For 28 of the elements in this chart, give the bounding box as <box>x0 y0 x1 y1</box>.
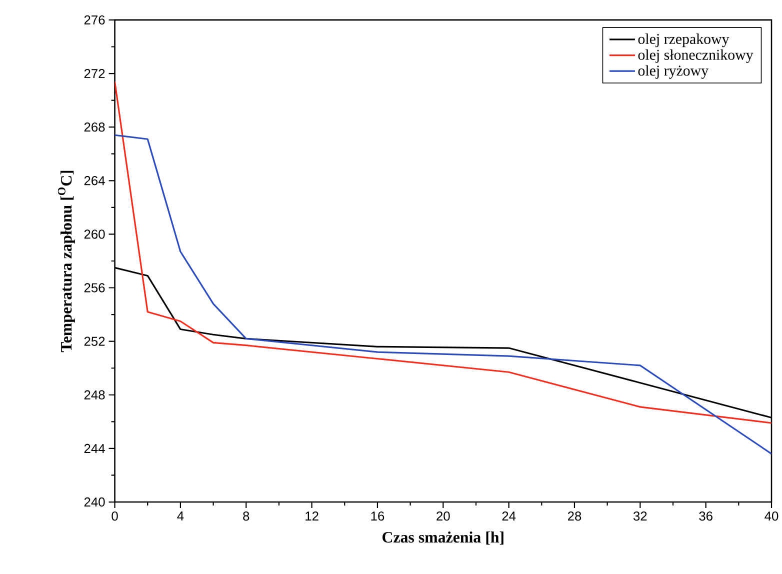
x-tick-label: 4 <box>177 512 184 520</box>
y-tick-label: 256 <box>84 283 105 292</box>
x-axis-title: Czas smażenia [h] <box>382 532 504 545</box>
y-tick-label: 252 <box>84 336 105 346</box>
x-tick-label: 8 <box>243 512 250 521</box>
y-tick-label: 260 <box>84 230 105 239</box>
y-tick-label: 244 <box>84 444 105 454</box>
line-series <box>114 134 772 455</box>
legend-label: olej ryżowy <box>638 65 708 79</box>
y-axis-title: Temperatura zapłonu [$^{O}$C] <box>58 170 75 352</box>
y-tick-label: 240 <box>84 497 105 507</box>
y-tick-label: 272 <box>84 69 105 78</box>
x-tick-label: 32 <box>633 512 647 521</box>
x-tick-label: 40 <box>764 512 778 521</box>
legend-label: olej słonecznikowy <box>638 49 754 63</box>
y-tick-label: 264 <box>84 176 105 186</box>
x-tick-label: 20 <box>436 512 450 521</box>
x-tick-label: 36 <box>699 512 712 521</box>
y-tick-label: 248 <box>84 390 105 400</box>
line-series <box>114 80 772 424</box>
x-tick-label: 12 <box>306 512 318 521</box>
legend-label: olej rzepakowy <box>638 34 730 48</box>
y-tick-label: 268 <box>84 122 105 132</box>
y-tick-label: 276 <box>84 15 105 25</box>
x-tick-label: 16 <box>371 512 384 521</box>
x-tick-label: 24 <box>502 512 516 521</box>
x-tick-label: 28 <box>568 512 582 521</box>
x-tick-label: 0 <box>112 512 118 521</box>
